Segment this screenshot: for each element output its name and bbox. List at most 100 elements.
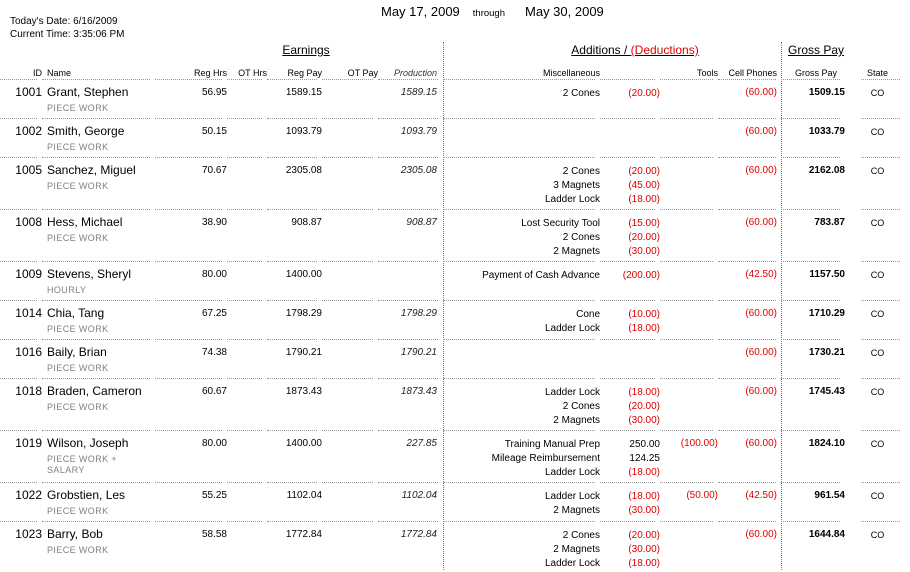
employee-name-cell: Hess, Michael PIECE WORK — [42, 215, 155, 262]
state-value: CO — [845, 384, 910, 431]
misc-labels: Lost Security Tool 2 Cones 2 Magnets — [443, 215, 600, 262]
gross-pay-value: 783.87 — [781, 215, 845, 262]
employee-pay-type: PIECE WORK — [47, 402, 109, 412]
misc-labels: 2 Cones — [443, 85, 600, 119]
reg-hrs-value: 50.15 — [155, 124, 227, 158]
employee-row: 1016 Baily, Brian PIECE WORK 74.38 1790.… — [0, 340, 910, 379]
period-end-date: May 30, 2009 — [525, 4, 604, 19]
state-value: CO — [845, 488, 910, 522]
employee-id: 1016 — [0, 345, 42, 379]
ot-hrs-value — [227, 527, 267, 571]
table-header-row: ID Name Reg Hrs OT Hrs Reg Pay OT Pay Pr… — [0, 66, 910, 80]
employee-row: 1014 Chia, Tang PIECE WORK 67.25 1798.29… — [0, 301, 910, 340]
gross-pay-value: 1644.84 — [781, 527, 845, 571]
cell-phones-value: (60.00) — [718, 527, 781, 571]
col-header-tools: Tools — [660, 66, 718, 80]
employee-name: Smith, George — [47, 124, 125, 138]
misc-amounts — [600, 345, 660, 379]
misc-item-amount: (18.00) — [628, 558, 660, 569]
misc-item-amount: (20.00) — [628, 530, 660, 541]
ot-hrs-value — [227, 306, 267, 340]
col-header-cell-phones: Cell Phones — [718, 66, 781, 80]
production-value — [378, 267, 443, 301]
employee-name-cell: Grant, Stephen PIECE WORK — [42, 85, 155, 119]
deductions-label: (Deductions) — [630, 43, 699, 57]
misc-item-amount: (200.00) — [622, 270, 660, 281]
employee-name: Baily, Brian — [47, 345, 107, 359]
employee-row: 1005 Sanchez, Miguel PIECE WORK 70.67 23… — [0, 158, 910, 210]
ot-hrs-value — [227, 163, 267, 210]
gross-pay-value: 1730.21 — [781, 345, 845, 379]
reg-pay-value: 1400.00 — [267, 267, 322, 301]
tools-value: (50.00) — [660, 488, 718, 522]
reg-hrs-value: 80.00 — [155, 436, 227, 483]
misc-item-label: Training Manual Prep — [504, 439, 600, 450]
production-value: 1589.15 — [378, 85, 443, 119]
ot-hrs-value — [227, 267, 267, 301]
misc-labels: Payment of Cash Advance — [443, 267, 600, 301]
cell-phones-value: (60.00) — [718, 436, 781, 483]
employee-name-cell: Grobstien, Les PIECE WORK — [42, 488, 155, 522]
ot-hrs-value — [227, 215, 267, 262]
employee-row: 1002 Smith, George PIECE WORK 50.15 1093… — [0, 119, 910, 158]
employee-pay-type: PIECE WORK — [47, 324, 109, 334]
misc-item-amount: (20.00) — [628, 166, 660, 177]
production-value: 1790.21 — [378, 345, 443, 379]
ot-pay-value — [322, 267, 378, 301]
misc-item-label: Lost Security Tool — [521, 218, 600, 229]
misc-amounts: (15.00) (20.00) (30.00) — [600, 215, 660, 262]
misc-amounts: (20.00) — [600, 85, 660, 119]
misc-labels: Cone Ladder Lock — [443, 306, 600, 340]
production-value: 908.87 — [378, 215, 443, 262]
group-header-gross-pay: Gross Pay — [788, 43, 845, 57]
employee-name: Wilson, Joseph — [47, 436, 129, 450]
col-header-miscellaneous: Miscellaneous — [443, 66, 600, 80]
employee-id: 1014 — [0, 306, 42, 340]
production-value: 1093.79 — [378, 124, 443, 158]
misc-item-amount: (20.00) — [628, 232, 660, 243]
misc-item-amount: (45.00) — [628, 180, 660, 191]
ot-pay-value — [322, 85, 378, 119]
cell-phones-value: (60.00) — [718, 345, 781, 379]
vertical-divider-additions-gross — [781, 42, 782, 570]
tools-value — [660, 85, 718, 119]
employee-pay-type: PIECE WORK — [47, 181, 109, 191]
col-header-gross-pay: Gross Pay — [781, 66, 845, 80]
misc-labels: 2 Cones 2 Magnets Ladder Lock — [443, 527, 600, 571]
misc-item-label: 2 Cones — [562, 232, 600, 243]
employee-id: 1009 — [0, 267, 42, 301]
misc-item-label: Ladder Lock — [544, 491, 600, 502]
misc-labels: Ladder Lock 2 Magnets — [443, 488, 600, 522]
employee-name-cell: Barry, Bob PIECE WORK — [42, 527, 155, 571]
misc-labels: Ladder Lock 2 Cones 2 Magnets — [443, 384, 600, 431]
misc-item-label: 2 Magnets — [553, 544, 600, 555]
tools-value — [660, 306, 718, 340]
misc-item-label: 2 Cones — [562, 530, 600, 541]
employee-name-cell: Chia, Tang PIECE WORK — [42, 306, 155, 340]
ot-hrs-value — [227, 345, 267, 379]
misc-amounts — [600, 124, 660, 158]
reg-hrs-value: 67.25 — [155, 306, 227, 340]
employee-row: 1018 Braden, Cameron PIECE WORK 60.67 18… — [0, 379, 910, 431]
employee-name: Braden, Cameron — [47, 384, 142, 398]
reg-pay-value: 1589.15 — [267, 85, 322, 119]
misc-item-label: Mileage Reimbursement — [491, 453, 600, 464]
employee-name-cell: Braden, Cameron PIECE WORK — [42, 384, 155, 431]
gross-pay-value: 1157.50 — [781, 267, 845, 301]
tools-value — [660, 345, 718, 379]
state-value: CO — [845, 267, 910, 301]
employee-name-cell: Sanchez, Miguel PIECE WORK — [42, 163, 155, 210]
ot-pay-value — [322, 384, 378, 431]
state-value: CO — [845, 163, 910, 210]
employee-pay-type: HOURLY — [47, 285, 87, 295]
production-value: 227.85 — [378, 436, 443, 483]
misc-item-label: 2 Cones — [562, 166, 600, 177]
tools-value — [660, 124, 718, 158]
production-value: 1772.84 — [378, 527, 443, 571]
state-value: CO — [845, 215, 910, 262]
cell-phones-value: (42.50) — [718, 488, 781, 522]
ot-hrs-value — [227, 124, 267, 158]
misc-item-label: 2 Magnets — [553, 505, 600, 516]
report-meta: Today's Date: 6/16/2009 Current Time: 3:… — [10, 15, 125, 41]
group-header-additions-deductions: Additions / (Deductions) — [466, 43, 804, 57]
